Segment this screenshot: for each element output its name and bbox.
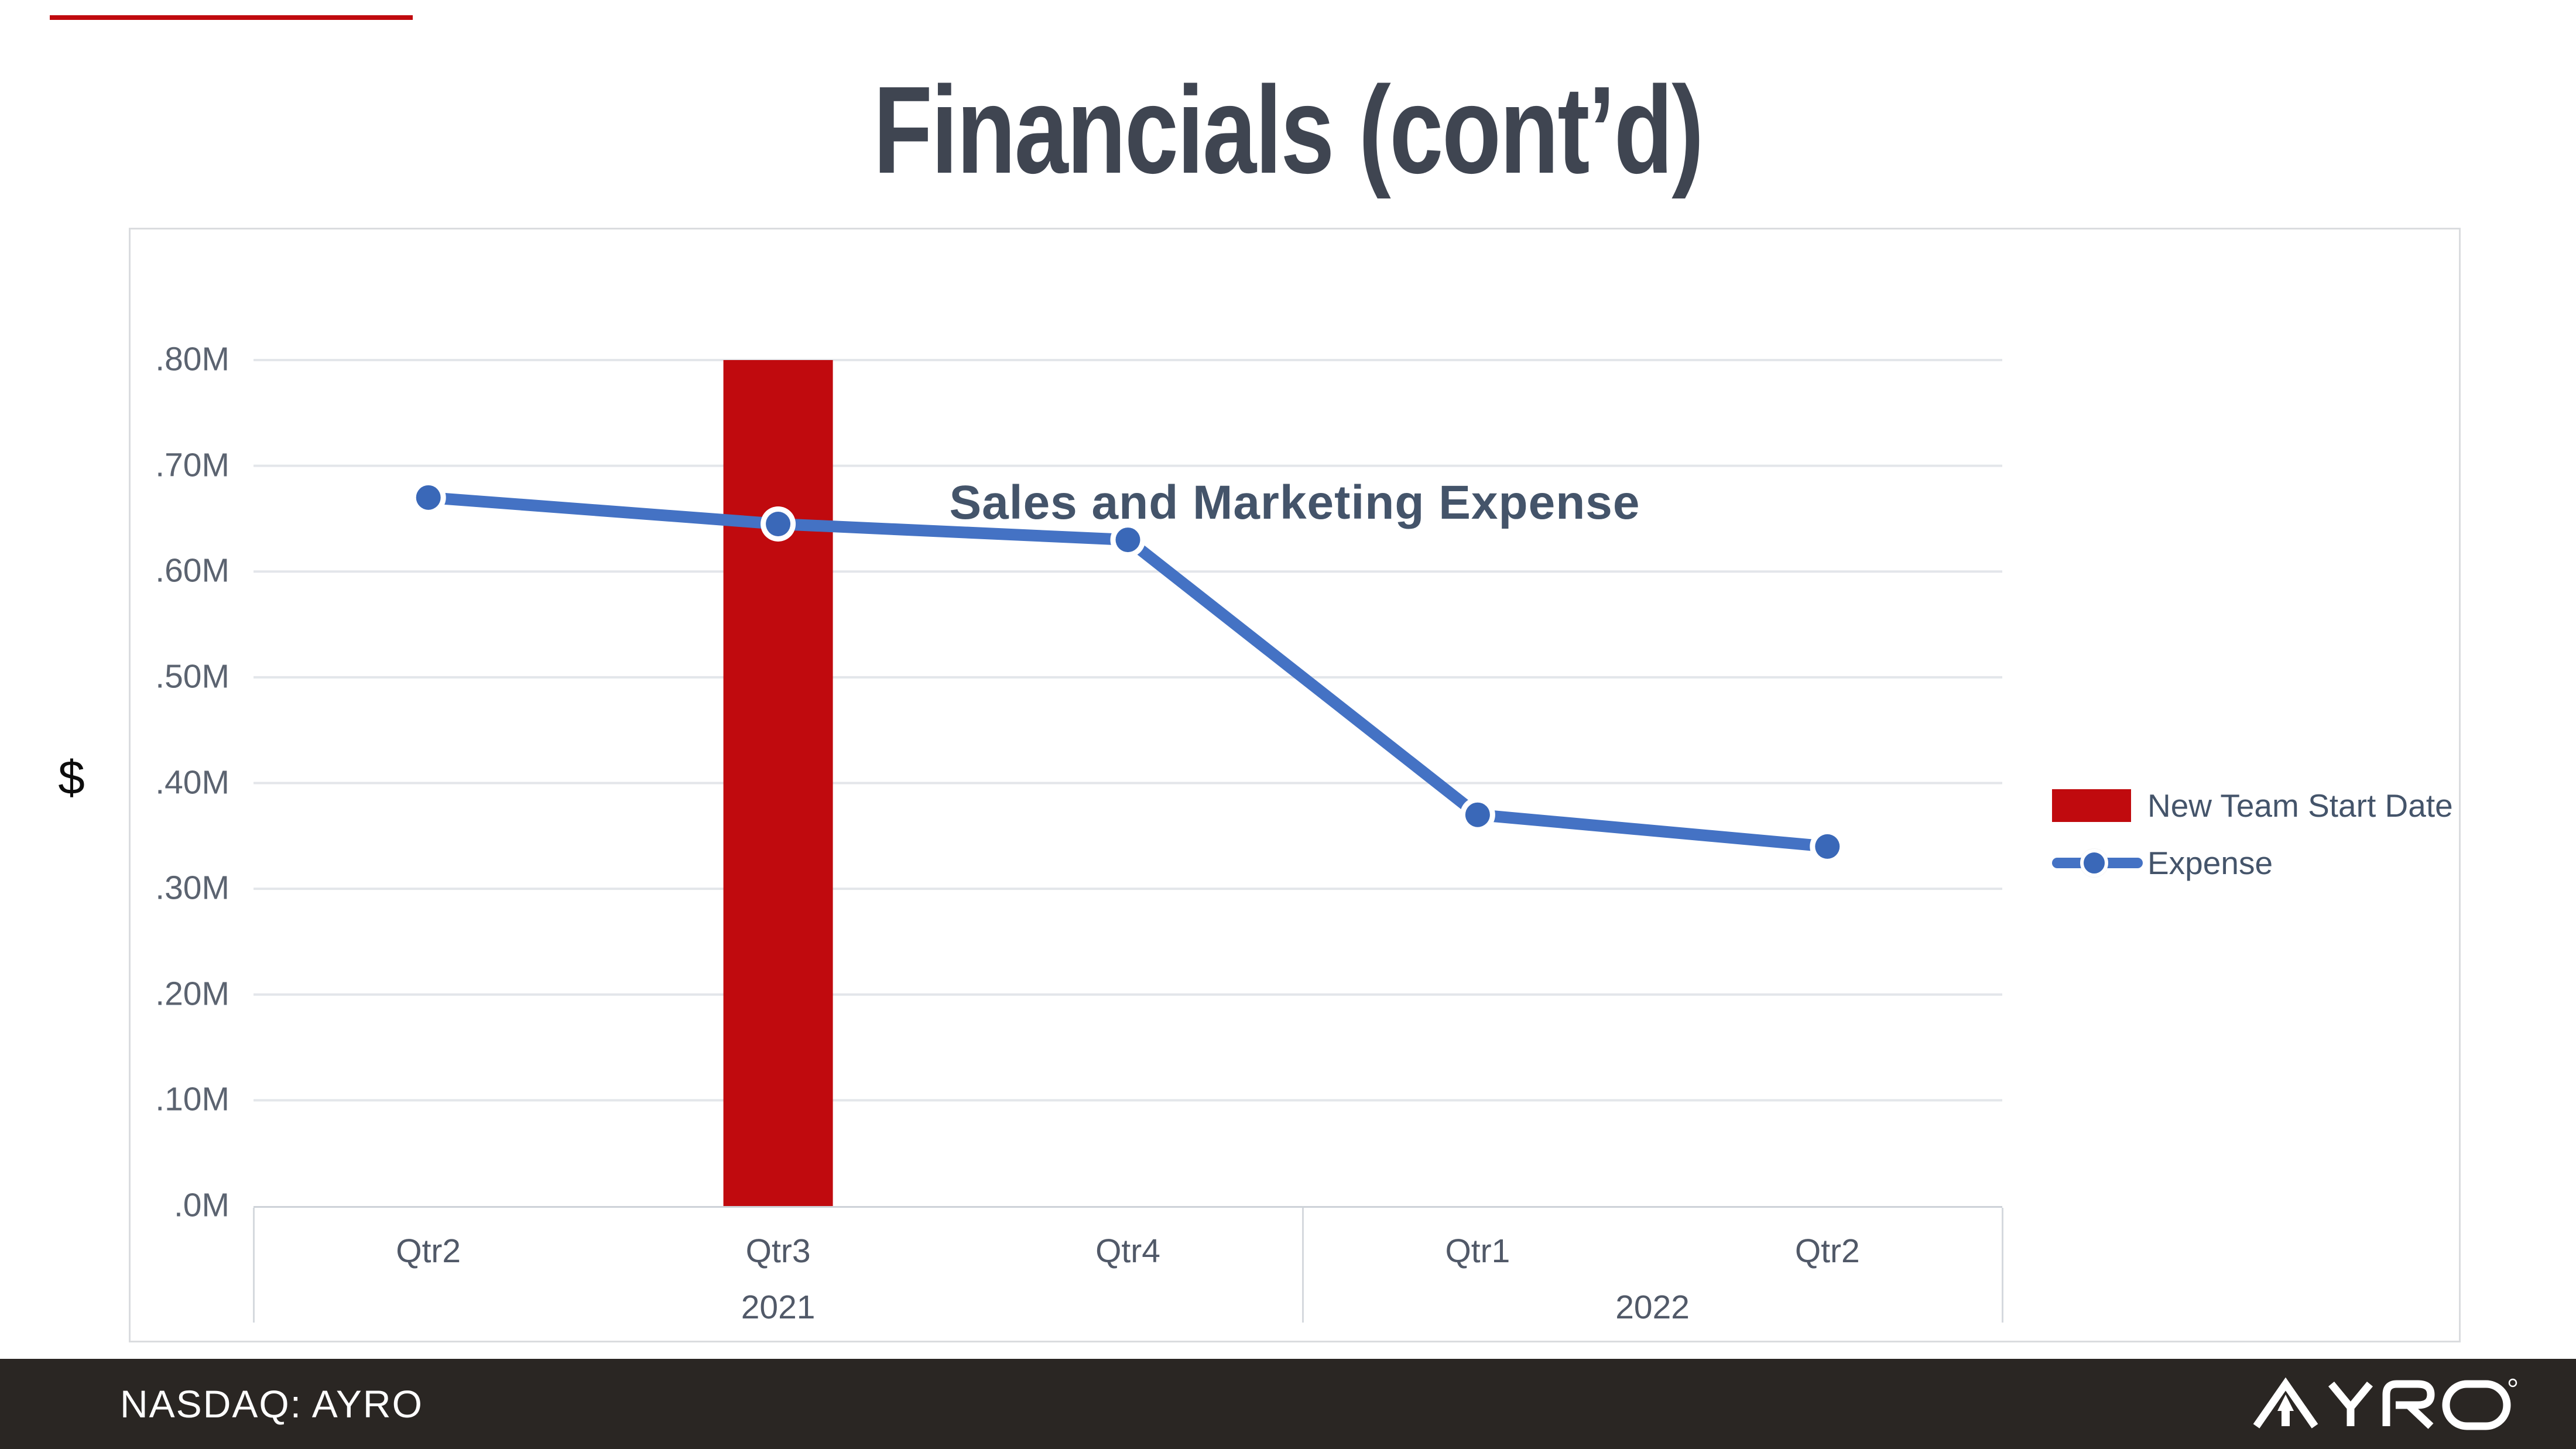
- x-category-label: Qtr2: [396, 1232, 461, 1270]
- x-category-label: Qtr3: [745, 1232, 811, 1270]
- y-axis-title: $: [58, 751, 85, 804]
- y-tick-label: .30M: [155, 869, 229, 907]
- x-category-label: Qtr4: [1095, 1232, 1160, 1270]
- expense-marker: [766, 511, 791, 536]
- legend-label-line: Expense: [2147, 845, 2273, 881]
- logo-letter-r: [2382, 1380, 2435, 1429]
- line-marker-swatch-icon: [2052, 847, 2143, 879]
- logo-arrow-icon: [2277, 1395, 2294, 1411]
- chart-panel: Sales and Marketing Expense: [129, 228, 2461, 1342]
- new-team-start-date-bar: [723, 360, 833, 1206]
- x-category-label: Qtr1: [1445, 1232, 1510, 1270]
- ayro-logo: [2253, 1377, 2517, 1430]
- expense-marker: [416, 485, 441, 510]
- y-tick-label: .50M: [155, 657, 229, 696]
- expense-marker: [1465, 802, 1490, 827]
- y-tick-label: .80M: [155, 340, 229, 378]
- x-axis-line: [254, 1206, 2002, 1208]
- bar-swatch-icon: [2052, 789, 2131, 822]
- ticker-label: NASDAQ: AYRO: [120, 1382, 423, 1426]
- page-title: Financials (cont’d): [0, 59, 2576, 201]
- x-category-label: Qtr2: [1794, 1232, 1860, 1270]
- page-title-text: Financials (cont’d): [873, 60, 1704, 199]
- axis-group-separator: [2002, 1208, 2003, 1323]
- logo-registered-mark: [2508, 1378, 2517, 1388]
- top-accent-line: [50, 15, 413, 20]
- legend-entry-bar: New Team Start Date: [2052, 787, 2453, 824]
- expense-marker: [1815, 834, 1840, 859]
- y-tick-label: .70M: [155, 446, 229, 484]
- logo-letter-y: [2328, 1381, 2373, 1426]
- axis-group-separator: [1302, 1208, 1304, 1323]
- chart-plot: [254, 359, 2002, 1206]
- axis-group-separator: [253, 1208, 255, 1323]
- expense-marker: [1115, 527, 1140, 553]
- y-tick-label: .40M: [155, 763, 229, 801]
- chart-title: Sales and Marketing Expense: [949, 476, 1640, 529]
- legend-label-bar: New Team Start Date: [2147, 787, 2453, 824]
- y-tick-label: .20M: [155, 975, 229, 1013]
- logo-letter-a: [2253, 1377, 2318, 1429]
- y-tick-label: .0M: [173, 1186, 229, 1224]
- x-year-label: 2022: [1615, 1289, 1690, 1326]
- y-tick-label: .10M: [155, 1081, 229, 1119]
- legend-entry-line: Expense: [2052, 844, 2273, 882]
- logo-letter-o: [2442, 1380, 2511, 1430]
- line-swatch-marker: [2080, 849, 2108, 877]
- y-tick-label: .60M: [155, 551, 229, 590]
- footer-bar: NASDAQ: AYRO: [0, 1359, 2576, 1449]
- x-year-label: 2021: [741, 1289, 816, 1326]
